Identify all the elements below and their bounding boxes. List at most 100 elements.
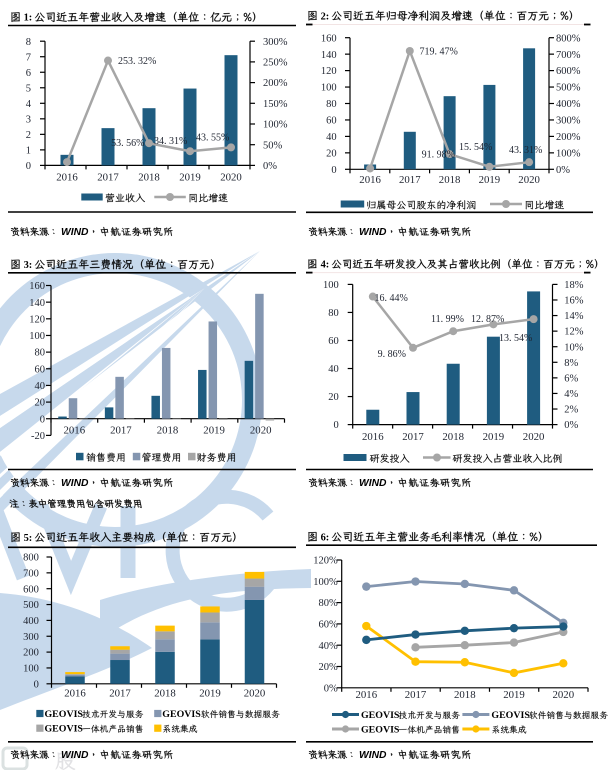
svg-text:13. 54%: 13. 54%	[499, 333, 532, 344]
svg-text:400%: 400%	[556, 99, 581, 110]
svg-text:80: 80	[326, 99, 337, 110]
svg-text:253. 32%: 253. 32%	[118, 56, 156, 67]
svg-text:80: 80	[328, 308, 339, 319]
svg-text:100: 100	[23, 664, 39, 675]
svg-text:40: 40	[328, 364, 339, 375]
svg-text:GEOVIS: GEOVIS	[162, 709, 201, 720]
svg-text:2019: 2019	[479, 174, 501, 186]
svg-text:200: 200	[23, 648, 39, 659]
svg-text:500%: 500%	[556, 83, 581, 94]
svg-text:0: 0	[26, 161, 31, 172]
svg-text:WIND: WIND	[359, 478, 387, 489]
svg-text:60: 60	[35, 364, 46, 375]
svg-text:2016: 2016	[356, 689, 378, 701]
svg-text:2018: 2018	[138, 171, 160, 183]
svg-text:140: 140	[321, 50, 337, 61]
svg-text:0%: 0%	[564, 420, 578, 431]
svg-text:300%: 300%	[263, 37, 288, 48]
svg-text:2019: 2019	[483, 431, 505, 443]
svg-text:120: 120	[321, 66, 337, 77]
svg-text:120%: 120%	[313, 556, 338, 567]
svg-text:2017: 2017	[402, 431, 424, 443]
svg-text:20%: 20%	[318, 662, 338, 673]
svg-text:100%: 100%	[313, 577, 338, 588]
svg-text:43. 31%: 43. 31%	[509, 145, 542, 156]
svg-text:2020: 2020	[220, 171, 242, 183]
svg-text:GEOVIS: GEOVIS	[45, 709, 84, 720]
svg-text:160: 160	[29, 281, 45, 292]
svg-text:200%: 200%	[556, 132, 581, 143]
svg-text:GEOVIS: GEOVIS	[361, 710, 400, 721]
svg-text:300: 300	[23, 632, 39, 643]
svg-text:0: 0	[40, 414, 45, 425]
svg-text:11. 99%: 11. 99%	[431, 314, 464, 325]
svg-text:2020: 2020	[523, 431, 545, 443]
svg-text:0%: 0%	[324, 683, 338, 694]
svg-text:2018: 2018	[439, 174, 461, 186]
svg-text:34. 31%: 34. 31%	[154, 136, 187, 147]
svg-text:80: 80	[35, 348, 46, 359]
svg-text:WIND: WIND	[359, 750, 387, 761]
svg-text:2016: 2016	[362, 431, 384, 443]
svg-text:8: 8	[26, 37, 31, 48]
svg-text:40%: 40%	[318, 641, 338, 652]
svg-text:14%: 14%	[564, 311, 584, 322]
svg-text:16%: 16%	[564, 296, 584, 307]
svg-text:100: 100	[321, 83, 337, 94]
svg-text:2016: 2016	[359, 174, 381, 186]
svg-text:800%: 800%	[556, 33, 581, 44]
svg-text:2019: 2019	[203, 425, 225, 437]
svg-text:8%: 8%	[564, 358, 578, 369]
svg-text:9. 86%: 9. 86%	[378, 349, 406, 360]
svg-text:120: 120	[29, 314, 45, 325]
svg-text:0%: 0%	[556, 165, 570, 176]
svg-text:100: 100	[323, 280, 339, 291]
svg-text:2018: 2018	[454, 689, 476, 701]
svg-text:18%: 18%	[564, 280, 584, 291]
svg-text:2018: 2018	[154, 688, 176, 700]
svg-text:1:: 1:	[24, 13, 33, 24]
svg-text:80%: 80%	[318, 598, 338, 609]
svg-text:2:: 2:	[321, 11, 330, 22]
svg-text:10%: 10%	[564, 342, 584, 353]
svg-text:140: 140	[29, 298, 45, 309]
svg-text:2019: 2019	[503, 689, 525, 701]
svg-text:2019: 2019	[199, 688, 221, 700]
svg-text:16. 44%: 16. 44%	[375, 293, 408, 304]
svg-text:4: 4	[26, 99, 32, 110]
svg-text:WIND: WIND	[61, 750, 89, 761]
svg-text:15. 54%: 15. 54%	[459, 142, 492, 153]
svg-text:100%: 100%	[263, 120, 288, 131]
svg-text:6%: 6%	[564, 373, 578, 384]
svg-text:4%: 4%	[564, 389, 578, 400]
svg-text:2017: 2017	[109, 688, 131, 700]
svg-text:3:: 3:	[24, 260, 33, 271]
svg-text:2020: 2020	[244, 688, 266, 700]
svg-text:GEOVIS: GEOVIS	[361, 724, 400, 735]
svg-text:100: 100	[29, 331, 45, 342]
svg-text:2016: 2016	[64, 425, 86, 437]
svg-text:150%: 150%	[263, 99, 288, 110]
svg-text:2020: 2020	[553, 689, 575, 701]
svg-text:-20: -20	[31, 431, 45, 442]
svg-text:WIND: WIND	[61, 478, 89, 489]
svg-text:WIND: WIND	[359, 227, 387, 238]
svg-text:60: 60	[328, 336, 339, 347]
svg-text:12%: 12%	[564, 327, 584, 338]
svg-text:7: 7	[26, 52, 31, 63]
svg-text:600%: 600%	[556, 66, 581, 77]
svg-text:800: 800	[23, 553, 39, 564]
svg-text:500: 500	[23, 600, 39, 611]
svg-text:53. 56%: 53. 56%	[111, 138, 144, 149]
svg-text:60%: 60%	[318, 620, 338, 631]
svg-text:40: 40	[35, 381, 46, 392]
svg-text:160: 160	[321, 33, 337, 44]
svg-text:6: 6	[26, 68, 31, 79]
svg-text:250%: 250%	[263, 58, 288, 69]
svg-text:91. 98%: 91. 98%	[422, 150, 455, 161]
svg-text:2017: 2017	[97, 171, 119, 183]
svg-text:0%: 0%	[263, 161, 277, 172]
svg-text:3: 3	[26, 114, 31, 125]
svg-text:2020: 2020	[250, 425, 272, 437]
svg-text:GEOVIS: GEOVIS	[491, 710, 530, 721]
